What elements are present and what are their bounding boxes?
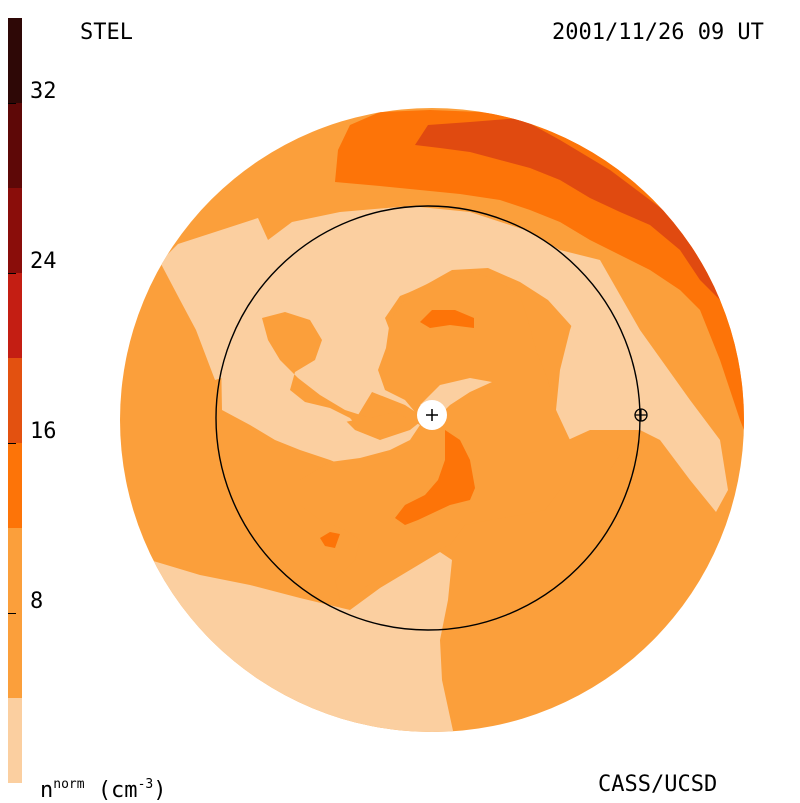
colorbar-tick-label: 24	[30, 249, 57, 274]
instrument-label: STEL	[80, 20, 133, 45]
colorbar-segment	[8, 698, 22, 783]
colorbar-tick-label: 8	[30, 589, 44, 614]
colorbar-tick-label: 32	[30, 79, 57, 104]
colorbar-tick	[8, 273, 16, 274]
colorbar	[8, 18, 22, 783]
colorbar-tick	[8, 443, 16, 444]
mid-blob-center	[420, 310, 474, 328]
base-swirl	[262, 272, 620, 600]
light-region-east	[556, 250, 728, 512]
colorbar-segment	[8, 188, 22, 273]
colorbar-segment	[8, 443, 22, 528]
colorbar-tick	[8, 613, 16, 614]
mid-blob-southwest	[320, 532, 340, 548]
earth-orbit-circle	[215, 205, 641, 631]
sun-cross-icon	[426, 409, 438, 421]
colorbar-segment	[8, 273, 22, 358]
colorbar-tick	[8, 103, 16, 104]
colorbar-units-label: nnorm (cm-3)	[40, 777, 167, 803]
credit-label: CASS/UCSD	[598, 772, 718, 797]
timestamp-label: 2001/11/26 09 UT	[552, 20, 764, 45]
colorbar-segment	[8, 18, 22, 103]
colorbar-tick-label: 16	[30, 419, 57, 444]
colorbar-segment	[8, 358, 22, 443]
mid-streak-south	[395, 430, 475, 525]
colorbar-segment	[8, 103, 22, 188]
